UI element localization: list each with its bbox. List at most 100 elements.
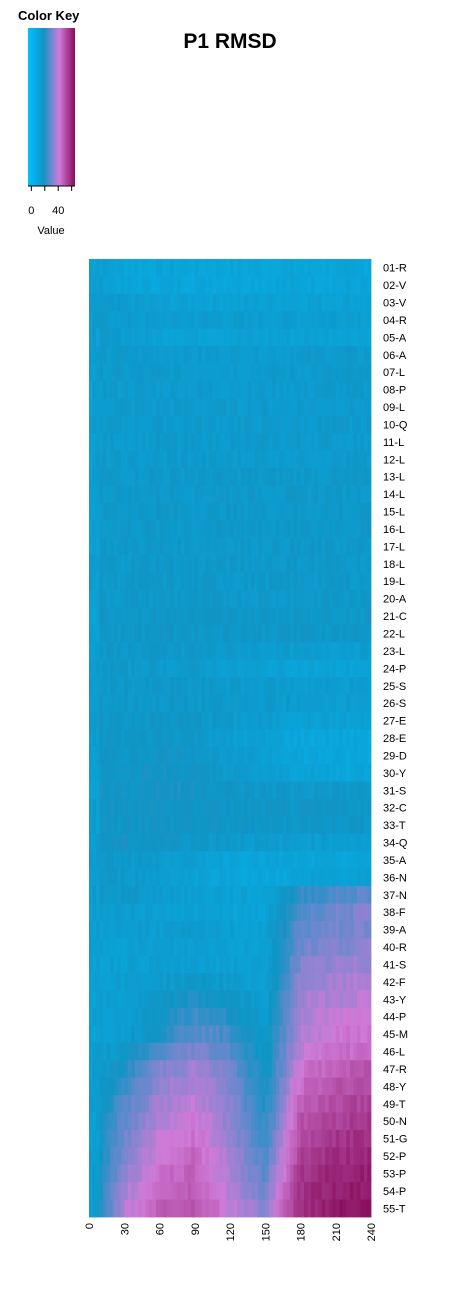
heatmap-cell [279, 711, 284, 730]
heatmap-cell [300, 642, 305, 661]
heatmap-cell [110, 729, 115, 748]
heatmap-cell [148, 346, 153, 364]
heatmap-cell [279, 363, 284, 382]
heatmap-cell [166, 1147, 171, 1166]
heatmap-cell [205, 1129, 210, 1148]
heatmap-cell [321, 990, 326, 1009]
heatmap-cell [110, 1182, 115, 1200]
heatmap-cell [155, 363, 160, 382]
heatmap-cell [215, 555, 220, 573]
heatmap-cell [226, 433, 231, 451]
heatmap-cell [325, 363, 330, 382]
heatmap-cell [99, 642, 104, 661]
heatmap-cell [314, 920, 319, 939]
heatmap-cell [145, 1042, 150, 1061]
heatmap-cell [96, 328, 100, 347]
heatmap-cell [131, 677, 136, 695]
heatmap-cell [332, 415, 337, 434]
heatmap-cell [289, 346, 294, 364]
heatmap-cell [89, 851, 93, 870]
heatmap-cell [148, 537, 153, 556]
row-label: 28-E [383, 733, 406, 745]
heatmap-cell [265, 311, 270, 330]
heatmap-cell [282, 537, 287, 556]
heatmap-cell [106, 746, 111, 765]
heatmap-cell [353, 1147, 358, 1166]
heatmap-cell [177, 363, 182, 382]
heatmap-cell [191, 276, 196, 295]
heatmap-cell [131, 746, 136, 765]
heatmap-cell [145, 1007, 150, 1026]
heatmap-cell [138, 764, 143, 782]
heatmap-cell [124, 1077, 129, 1096]
heatmap-cell [113, 851, 118, 870]
heatmap-cell [184, 659, 189, 678]
heatmap-cell [230, 468, 234, 486]
heatmap-cell [208, 798, 213, 817]
heatmap-cell [205, 1077, 210, 1096]
heatmap-cell [230, 903, 234, 922]
heatmap-cell [339, 938, 344, 957]
heatmap-cell [321, 293, 326, 312]
heatmap-cell [173, 1060, 178, 1079]
heatmap-cell [275, 746, 280, 765]
heatmap-cell [325, 1112, 330, 1131]
heatmap-cell [314, 1164, 319, 1183]
heatmap-cell [258, 868, 263, 887]
heatmap-cell [275, 973, 280, 991]
heatmap-cell [187, 851, 192, 870]
heatmap-cell [103, 798, 108, 817]
heatmap-cell [325, 259, 330, 277]
heatmap-cell [349, 624, 354, 643]
heatmap-cell [215, 468, 220, 486]
heatmap-cell [226, 955, 231, 974]
heatmap-cell [198, 694, 203, 713]
heatmap-cell [346, 468, 351, 486]
heatmap-cell [268, 293, 273, 312]
heatmap-cell [300, 711, 305, 730]
heatmap-cell [261, 1077, 266, 1096]
heatmap-cell [163, 363, 167, 382]
heatmap-cell [191, 1077, 196, 1096]
heatmap-cell [212, 328, 217, 347]
heatmap-cell [205, 903, 210, 922]
heatmap-cell [254, 1147, 259, 1166]
heatmap-cell [328, 938, 333, 957]
heatmap-cell [237, 711, 241, 730]
heatmap-cell [360, 746, 365, 765]
heatmap-cell [258, 624, 263, 643]
heatmap-cell [219, 764, 224, 782]
heatmap-cell [233, 607, 238, 626]
heatmap-cell [99, 920, 104, 939]
heatmap-cell [247, 346, 252, 364]
heatmap-cell [152, 920, 157, 939]
heatmap-cell [346, 259, 351, 277]
heatmap-cell [92, 1182, 97, 1200]
heatmap-cell [215, 607, 220, 626]
heatmap-cell [131, 1095, 136, 1113]
heatmap-cell [300, 677, 305, 695]
heatmap-cell [201, 990, 206, 1009]
heatmap-cell [311, 729, 315, 748]
heatmap-cell [201, 1060, 206, 1079]
heatmap-cell [198, 659, 203, 678]
heatmap-cell [339, 1129, 344, 1148]
heatmap-cell [226, 259, 231, 277]
heatmap-cell [106, 311, 111, 330]
heatmap-cell [332, 293, 337, 312]
heatmap-cell [198, 711, 203, 730]
heatmap-cell [254, 659, 259, 678]
heatmap-cell [110, 677, 115, 695]
heatmap-cell [332, 1060, 337, 1079]
heatmap-cell [367, 920, 372, 939]
heatmap-cell [170, 903, 174, 922]
heatmap-cell [113, 1164, 118, 1183]
heatmap-cell [212, 468, 217, 486]
heatmap-cell [286, 1112, 291, 1131]
heatmap-cell [356, 1025, 361, 1044]
heatmap-cell [113, 293, 118, 312]
heatmap-cell [166, 433, 171, 451]
heatmap-cell [96, 868, 100, 887]
heatmap-cell [226, 990, 231, 1009]
row-label: 50-N [383, 1116, 407, 1128]
